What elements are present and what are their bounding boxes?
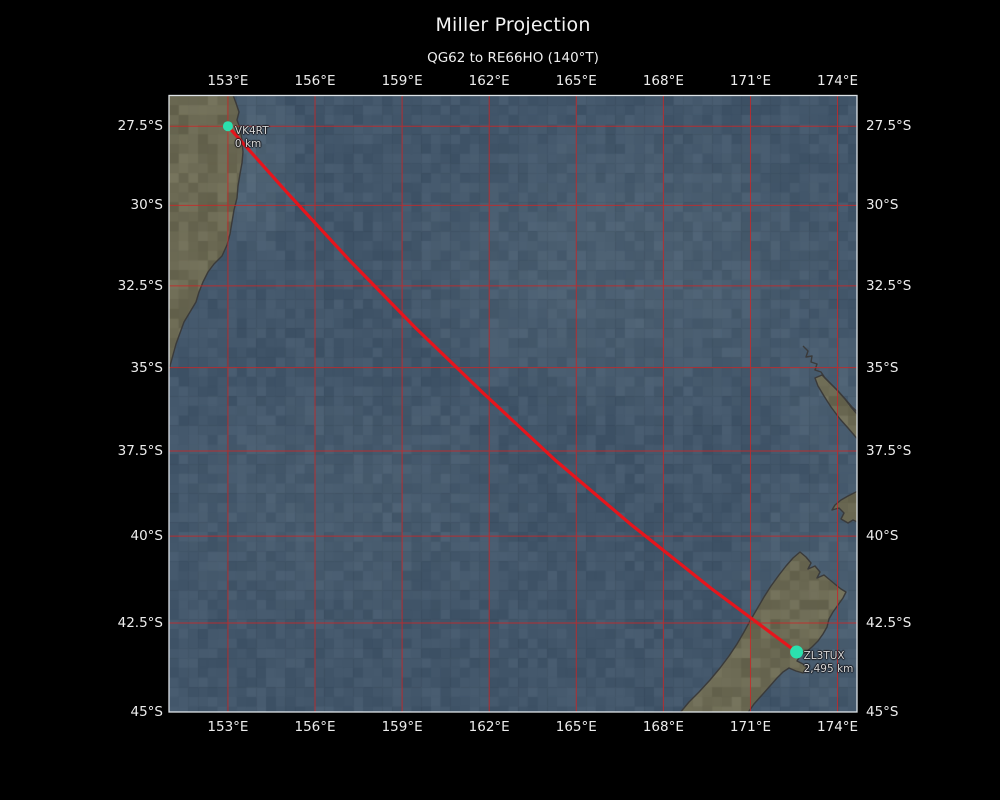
x-tick-bottom-162: 162°E <box>468 719 510 735</box>
y-tick-left--45: 45°S <box>130 704 164 720</box>
station-distance: 2,495 km <box>803 663 854 676</box>
y-tick-right--40: 40°S <box>866 528 899 545</box>
x-tick-bottom-171: 171°E <box>729 719 771 735</box>
station-callsign: ZL3TUX <box>803 650 845 663</box>
station-label-ZL3TUX: ZL3TUX 2,495 km <box>804 650 854 676</box>
x-tick-top-174: 174°E <box>817 73 859 89</box>
y-tick-right--35: 35°S <box>866 359 899 376</box>
y-tick-left--35: 35°S <box>130 359 164 376</box>
y-tick-left--27.5: 27.5°S <box>117 118 163 135</box>
x-tick-bottom-153: 153°E <box>207 719 249 735</box>
y-tick-right--42.5: 42.5°S <box>866 615 912 631</box>
station-label-VK4RT: VK4RT 0 km <box>235 125 269 151</box>
y-tick-right--32.5: 32.5°S <box>866 277 912 294</box>
x-tick-top-162: 162°E <box>468 73 510 89</box>
x-tick-bottom-168: 168°E <box>642 719 684 735</box>
figure-title: Miller Projection <box>435 14 591 36</box>
y-tick-right--37.5: 37.5°S <box>866 443 912 460</box>
y-tick-left--40: 40°S <box>130 528 164 545</box>
y-tick-right--30: 30°S <box>866 197 899 214</box>
y-tick-right--27.5: 27.5°S <box>866 118 912 135</box>
x-tick-top-165: 165°E <box>555 73 597 89</box>
x-tick-top-171: 171°E <box>729 73 771 89</box>
station-callsign: VK4RT <box>234 124 269 137</box>
x-tick-bottom-174: 174°E <box>817 719 859 735</box>
y-tick-right--45: 45°S <box>866 704 899 720</box>
y-tick-left--32.5: 32.5°S <box>117 277 163 294</box>
y-tick-left--30: 30°S <box>130 197 164 214</box>
x-tick-top-159: 159°E <box>381 73 423 89</box>
x-tick-top-153: 153°E <box>207 73 249 89</box>
y-tick-left--37.5: 37.5°S <box>117 443 163 460</box>
figure-subtitle: QG62 to RE66HO (140°T) <box>427 50 599 66</box>
x-tick-top-156: 156°E <box>294 73 336 89</box>
x-tick-bottom-165: 165°E <box>555 719 597 735</box>
x-tick-top-168: 168°E <box>642 73 684 89</box>
y-tick-left--42.5: 42.5°S <box>117 615 163 631</box>
x-tick-bottom-156: 156°E <box>294 719 336 735</box>
station-distance: 0 km <box>234 137 262 150</box>
x-tick-bottom-159: 159°E <box>381 719 423 735</box>
